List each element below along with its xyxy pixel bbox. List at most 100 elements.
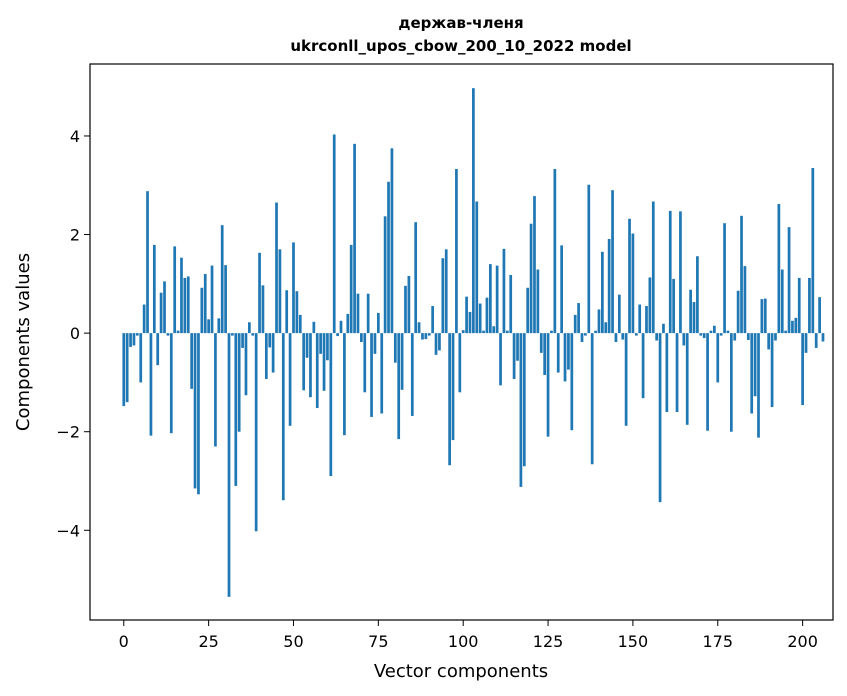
bar [244,333,248,396]
bar [309,333,312,398]
bar [349,244,353,334]
bar [668,210,672,334]
bar [163,281,166,334]
bar [410,333,414,416]
bar [407,275,411,334]
bar [770,333,774,408]
bar [292,242,295,334]
bar [285,290,289,334]
bar [553,168,557,334]
bar [438,333,441,351]
bar [451,333,455,441]
bar [417,322,421,334]
bar [543,333,547,376]
bar [203,273,207,334]
chart-title-line-2: ukrconll_upos_cbow_200_10_2022 model [290,37,631,55]
bar [736,290,740,334]
bar [804,333,808,353]
bar [821,333,825,342]
bar [210,265,214,334]
bar [339,320,343,334]
bar [397,333,401,440]
bar [295,291,299,334]
x-tick-label: 150 [618,632,649,651]
bar [818,297,821,334]
bar [427,333,431,336]
bar [146,191,149,334]
chart-title-line-1: держав-членя [398,14,523,32]
bar [475,201,479,334]
bar [760,299,764,334]
bar [254,333,258,532]
bar [220,225,224,334]
bar [336,333,339,337]
bar [753,333,757,397]
bar [587,184,591,334]
bar [505,330,509,334]
y-tick-label: 2 [70,226,80,245]
bar [791,320,794,334]
bar [516,333,519,361]
bar [563,333,567,382]
bar [651,201,655,334]
bar [275,202,278,334]
x-tick-label: 50 [283,632,303,651]
bar [499,333,502,386]
bar [767,333,771,350]
bar [685,333,689,425]
bar [346,313,350,334]
bar [814,333,818,348]
bar [740,215,743,334]
bar [539,333,543,353]
bar [624,333,628,426]
bar [166,333,170,336]
bar [356,293,360,334]
bar [472,88,475,334]
x-tick-label: 175 [702,632,733,651]
bar [675,333,679,412]
bar [512,333,516,379]
bar [414,222,418,334]
bar [129,333,132,347]
bar [726,330,730,334]
bar [702,333,706,339]
bar [495,265,499,334]
bar [546,333,550,437]
bar [638,304,642,334]
bar [573,314,577,334]
bar [784,330,788,334]
bar [529,223,533,334]
bar [634,333,638,336]
bar [383,216,387,334]
bar [811,168,815,334]
bar [631,233,635,334]
bar [733,333,737,341]
bar [326,333,329,361]
bar [159,292,163,334]
bar [662,323,665,334]
bar [763,298,767,334]
bar [607,238,611,334]
plot-frame [89,63,834,621]
bar [431,306,435,334]
bar [360,333,363,342]
bar [502,248,506,334]
bar [241,333,244,348]
bar [271,333,275,373]
bar [370,333,373,417]
bar [780,269,784,334]
bar [699,333,703,336]
bar [448,333,451,466]
x-axis-label: Vector components [374,661,548,682]
bar [455,168,458,334]
bar [777,203,781,334]
bar [526,287,530,334]
bar [458,333,462,393]
bar [787,227,791,334]
bar [329,333,333,477]
bar [628,218,631,334]
bar [376,312,380,334]
bar [478,303,482,334]
x-tick-label: 75 [368,632,388,651]
x-tick-label: 0 [119,632,129,651]
